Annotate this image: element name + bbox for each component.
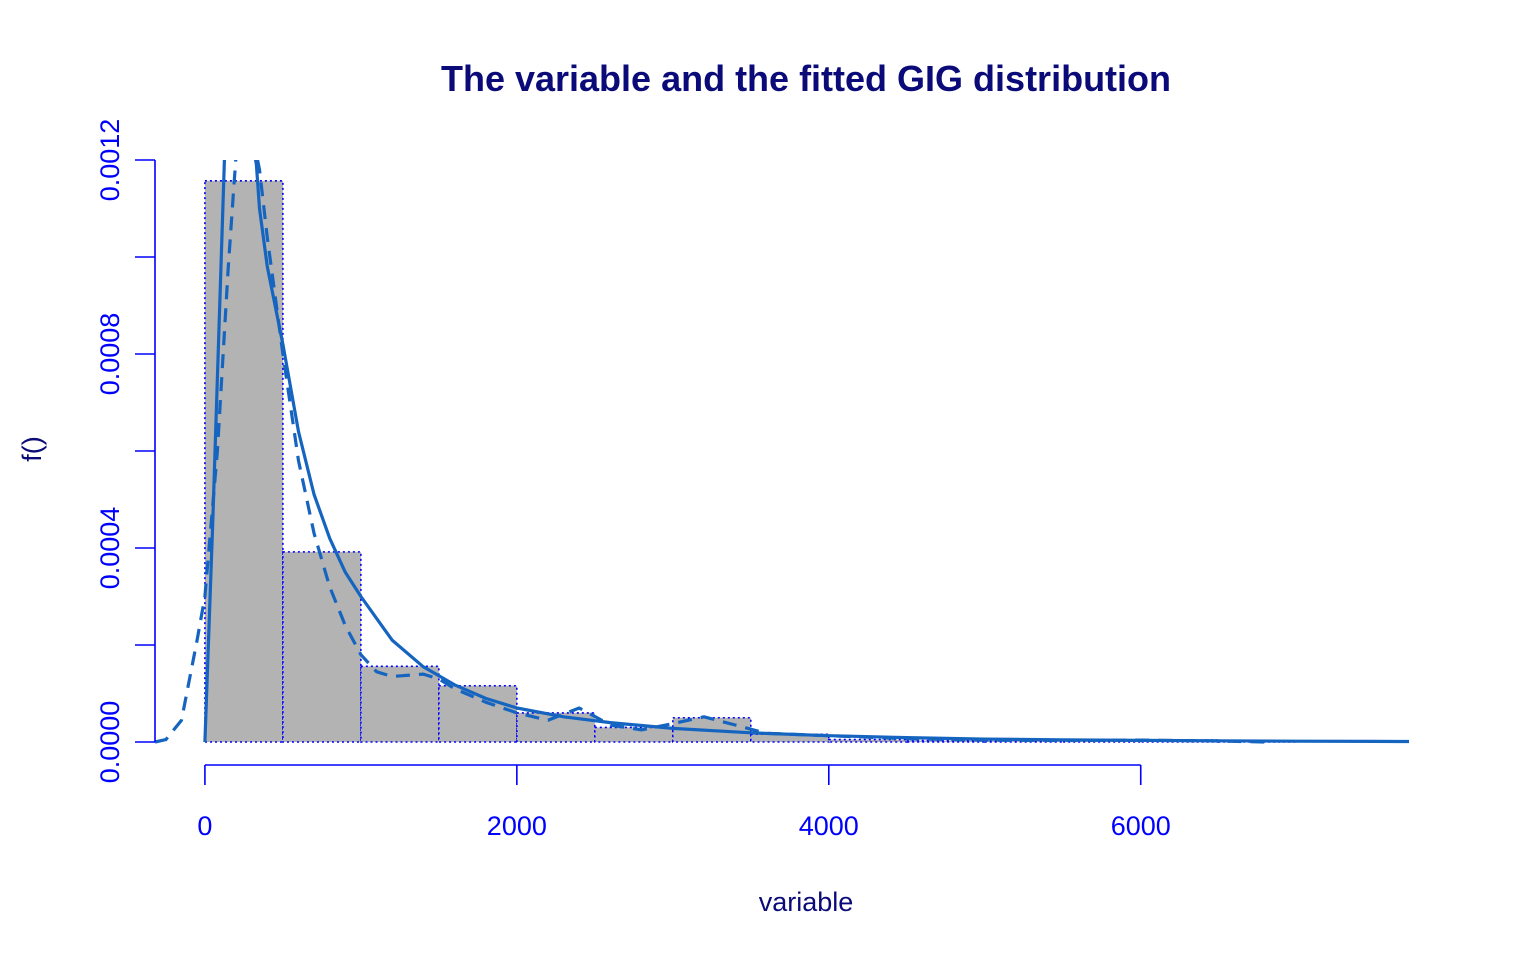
y-tick-label: 0.0012 (95, 119, 125, 202)
histogram-bar (282, 551, 362, 743)
fitted-curves (154, 160, 1410, 744)
histogram-bar (750, 733, 830, 743)
histogram-bar (204, 180, 284, 743)
histogram-bar (827, 738, 908, 743)
x-axis-title: variable (759, 887, 854, 917)
histogram-bar (905, 739, 986, 743)
x-tick-label: 4000 (799, 811, 859, 841)
y-axis-title: f() (17, 436, 47, 461)
x-tick-label: 0 (197, 811, 212, 841)
y-axis: 0.0000 0.0004 0.0008 0.0012 (95, 119, 156, 784)
x-tick-label: 2000 (487, 811, 547, 841)
x-tick-label: 6000 (1111, 811, 1171, 841)
y-tick-label: 0.0000 (95, 701, 125, 784)
x-axis: 0 2000 4000 6000 (197, 764, 1171, 841)
histogram-bar (360, 665, 440, 743)
dashed-curve (154, 160, 1266, 744)
y-tick-label: 0.0004 (95, 507, 125, 590)
histogram-bars (204, 180, 1298, 743)
y-tick-label: 0.0008 (95, 313, 125, 396)
solid-curve (203, 160, 1410, 744)
chart-title: The variable and the fitted GIG distribu… (441, 58, 1171, 99)
